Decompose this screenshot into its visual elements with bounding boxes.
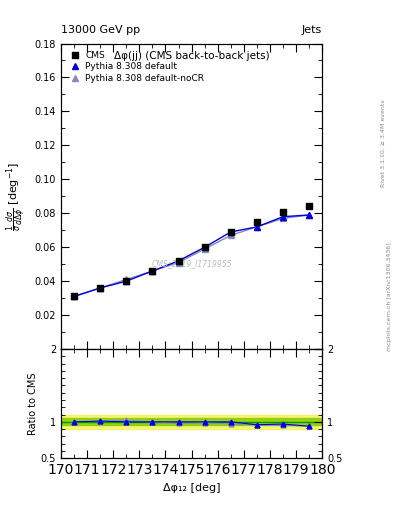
CMS (280, 207, 286, 216)
CMS (202, 243, 208, 251)
CMS (306, 202, 312, 210)
Pythia 8.308 default-noCR (228, 232, 233, 239)
Pythia 8.308 default-noCR (307, 212, 312, 218)
CMS (254, 218, 260, 226)
Pythia 8.308 default-noCR (202, 246, 207, 252)
Pythia 8.308 default-noCR (98, 285, 103, 291)
Pythia 8.308 default-noCR (150, 268, 155, 274)
Text: Rivet 3.1.10, ≥ 3.4M events: Rivet 3.1.10, ≥ 3.4M events (381, 99, 386, 187)
Pythia 8.308 default-noCR (281, 216, 285, 222)
Pythia 8.308 default-noCR (72, 293, 76, 300)
Pythia 8.308 default (176, 258, 181, 264)
CMS (228, 228, 234, 236)
Legend: CMS, Pythia 8.308 default, Pythia 8.308 default-noCR: CMS, Pythia 8.308 default, Pythia 8.308 … (64, 47, 208, 87)
Y-axis label: Ratio to CMS: Ratio to CMS (28, 372, 38, 435)
CMS (97, 284, 103, 292)
Pythia 8.308 default (307, 212, 312, 218)
Pythia 8.308 default (124, 278, 129, 284)
Text: Jets: Jets (302, 25, 322, 35)
Pythia 8.308 default (281, 214, 285, 220)
Bar (61, 415, 322, 429)
CMS (71, 292, 77, 301)
Pythia 8.308 default (202, 244, 207, 250)
CMS (123, 277, 129, 285)
CMS (175, 257, 182, 265)
Pythia 8.308 default (150, 268, 155, 274)
Text: 13000 GeV pp: 13000 GeV pp (61, 25, 140, 35)
Pythia 8.308 default (98, 285, 103, 291)
X-axis label: Δφ₁₂ [deg]: Δφ₁₂ [deg] (163, 483, 220, 493)
Text: CMS_2019_I1719955: CMS_2019_I1719955 (151, 259, 232, 268)
Bar (61, 418, 322, 425)
Line: Pythia 8.308 default: Pythia 8.308 default (71, 212, 312, 299)
Pythia 8.308 default-noCR (124, 276, 129, 283)
CMS (149, 267, 156, 275)
Line: Pythia 8.308 default-noCR: Pythia 8.308 default-noCR (71, 212, 312, 299)
Pythia 8.308 default (72, 293, 76, 300)
Text: mcplots.cern.ch [arXiv:1306.3436]: mcplots.cern.ch [arXiv:1306.3436] (387, 243, 392, 351)
Text: Δφ(jj) (CMS back-to-back jets): Δφ(jj) (CMS back-to-back jets) (114, 51, 269, 61)
Pythia 8.308 default-noCR (255, 224, 259, 230)
Pythia 8.308 default-noCR (176, 260, 181, 266)
Pythia 8.308 default (228, 229, 233, 235)
Pythia 8.308 default (255, 224, 259, 230)
Y-axis label: $\frac{1}{\sigma}\frac{d\sigma}{d\Delta\phi}\ \mathrm{[deg^{-1}]}$: $\frac{1}{\sigma}\frac{d\sigma}{d\Delta\… (5, 162, 29, 231)
